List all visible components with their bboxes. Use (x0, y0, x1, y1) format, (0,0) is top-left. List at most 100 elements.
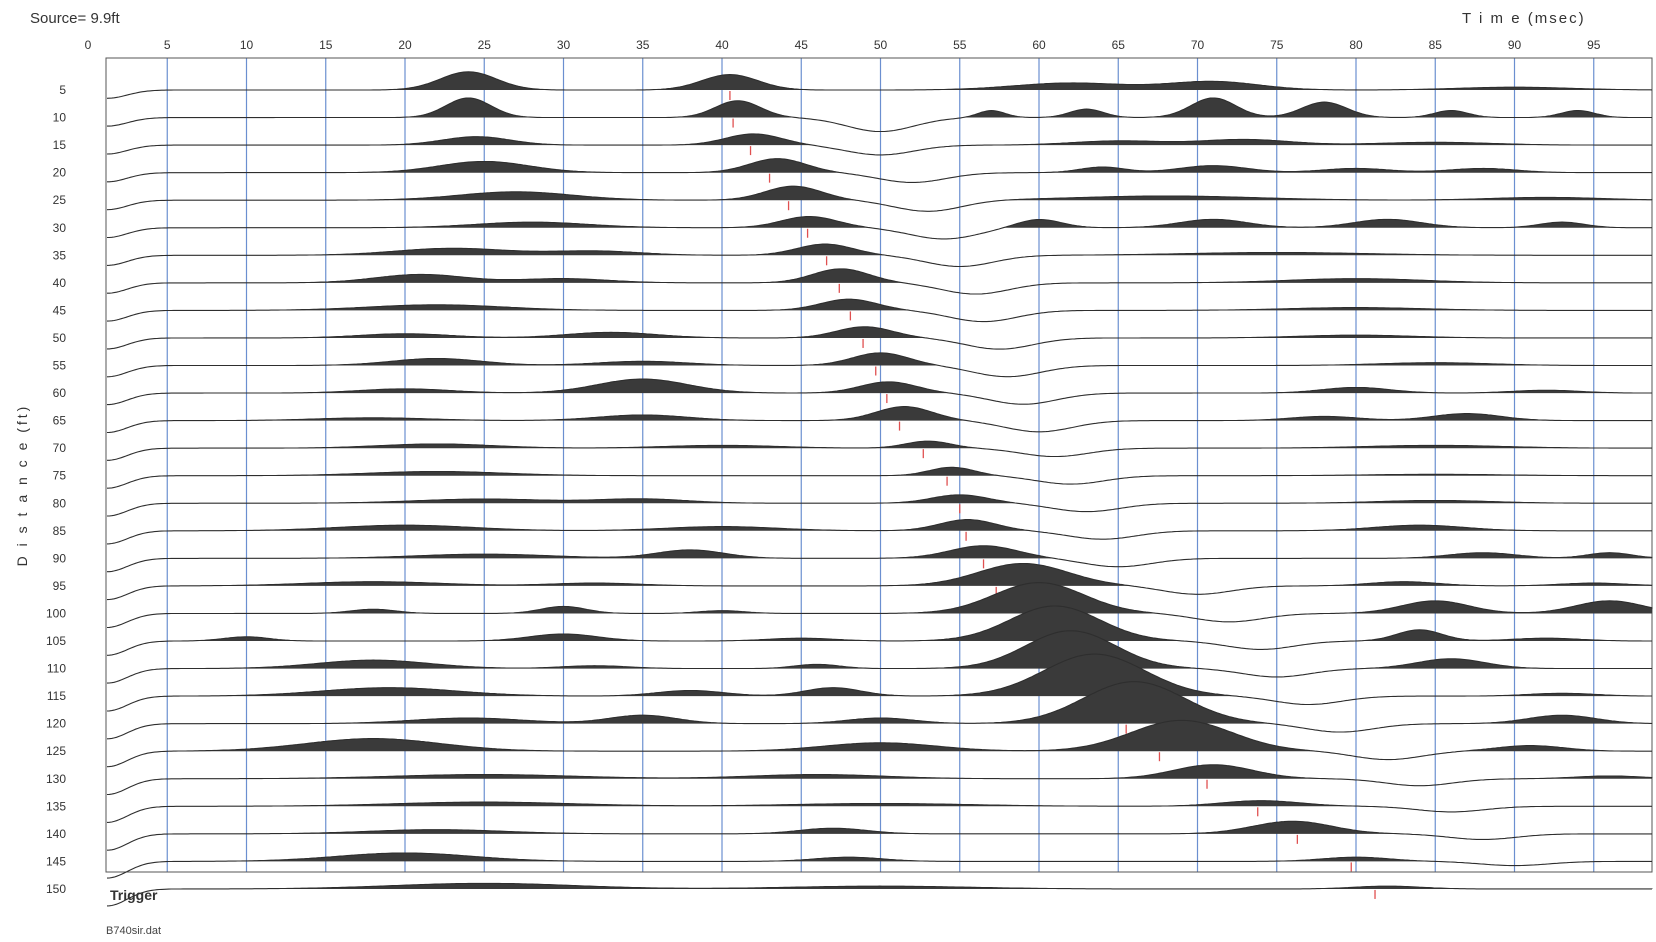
trace-line (106, 185, 1653, 212)
x-tick-label: 25 (478, 38, 492, 52)
trace-fill (107, 244, 1652, 256)
x-tick-label: 35 (636, 38, 650, 52)
x-tick-label: 30 (557, 38, 571, 52)
y-tick-label: 135 (46, 799, 66, 813)
y-tick-label: 115 (47, 689, 66, 703)
trace-line (106, 605, 1652, 656)
y-tick-label: 60 (53, 386, 67, 400)
trace-line (106, 519, 1652, 545)
trace-line (106, 719, 1652, 768)
trace-fill (107, 406, 1652, 421)
x-axis-ticks: 0 5 10 15 20 25 30 35 40 45 50 55 60 65 70 75 80 85 90 95 (85, 38, 1601, 52)
trace-fill (107, 720, 1652, 752)
trace-fill (107, 98, 1652, 118)
x-tick-label: 40 (715, 38, 729, 52)
y-tick-label: 50 (53, 331, 67, 345)
trace-fill (107, 379, 1652, 394)
trace-fill (107, 853, 1652, 862)
trace-line (107, 268, 1652, 295)
y-tick-label: 55 (53, 359, 67, 373)
trace-fill (107, 494, 1652, 504)
source-label: Source= 9.9ft (30, 10, 120, 27)
x-tick-label: 85 (1429, 38, 1443, 52)
trace-fill (107, 441, 1652, 449)
y-tick-label: 120 (46, 717, 66, 731)
trace-fill (107, 158, 1652, 173)
x-tick-label: 70 (1191, 38, 1205, 52)
trace-line (106, 133, 1652, 156)
y-tick-label: 40 (53, 276, 67, 290)
y-tick-label: 145 (46, 854, 66, 868)
trace-line (106, 406, 1652, 434)
trace-line (107, 545, 1653, 573)
x-tick-label: 50 (874, 38, 888, 52)
trace-line (106, 562, 1653, 601)
trace-fill (107, 352, 1652, 366)
trace-line (107, 97, 1652, 133)
y-tick-label: 70 (53, 441, 67, 455)
y-axis-ticks: 5 10 15 20 25 30 35 40 45 50 55 60 65 70 75 80 85 90 95 100… (46, 83, 66, 896)
vertical-grid (166, 58, 1595, 872)
trace-set (106, 71, 1653, 907)
trace-fill (107, 186, 1652, 201)
trace-line (106, 352, 1652, 378)
trace-fill (107, 326, 1652, 338)
x-tick-label: 95 (1587, 38, 1601, 52)
x-tick-label: 10 (240, 38, 254, 52)
trace-line (106, 466, 1652, 489)
x-tick-label: 0 (85, 38, 92, 52)
y-tick-label: 20 (53, 166, 67, 180)
trace-fill (107, 821, 1652, 834)
plot-frame (105, 57, 1653, 873)
trace-line (106, 243, 1652, 268)
trace-line (106, 71, 1653, 99)
x-tick-label: 60 (1032, 38, 1046, 52)
y-tick-label: 25 (53, 193, 67, 207)
y-tick-label: 75 (53, 469, 67, 483)
x-tick-label: 55 (953, 38, 967, 52)
trace-line (106, 820, 1652, 851)
trace-line (106, 681, 1653, 740)
y-tick-label: 15 (53, 138, 67, 152)
trace-line (107, 158, 1652, 183)
y-tick-label: 85 (53, 524, 67, 538)
y-tick-label: 5 (59, 83, 66, 97)
y-tick-label: 140 (46, 827, 66, 841)
y-tick-label: 10 (53, 111, 67, 125)
trace-line (107, 494, 1652, 517)
trace-line (107, 216, 1652, 240)
trace-fill (107, 582, 1652, 614)
trace-line (106, 764, 1653, 796)
y-tick-label: 125 (46, 744, 66, 758)
trace-line (106, 852, 1652, 879)
x-tick-label: 80 (1349, 38, 1363, 52)
trace-line (107, 378, 1652, 406)
y-tick-label: 90 (53, 551, 67, 565)
y-tick-label: 105 (46, 634, 66, 648)
y-tick-label: 45 (53, 303, 67, 317)
trigger-label: Trigger (110, 887, 158, 903)
x-tick-label: 65 (1112, 38, 1126, 52)
trace-fill (107, 467, 1652, 476)
y-tick-label: 35 (53, 248, 67, 262)
x-tick-label: 15 (319, 38, 333, 52)
distance-axis-title: D i s t a n c e (ft) (14, 404, 30, 567)
trace-line (106, 882, 1653, 907)
x-tick-label: 20 (398, 38, 412, 52)
y-tick-label: 100 (46, 606, 66, 620)
x-tick-label: 5 (164, 38, 171, 52)
trace-fill (107, 133, 1652, 146)
trace-fill (107, 681, 1652, 724)
trace-line (107, 326, 1652, 350)
y-tick-label: 130 (46, 772, 66, 786)
x-tick-label: 90 (1508, 38, 1522, 52)
trace-fill (107, 764, 1652, 779)
time-axis-title: T i m e (msec) (1462, 10, 1586, 27)
trace-fill (107, 216, 1652, 228)
trace-fill (107, 545, 1652, 559)
trace-line (106, 800, 1652, 823)
file-name-label: B740sir.dat (106, 925, 161, 937)
y-tick-label: 30 (53, 221, 67, 235)
trace-line (107, 440, 1652, 461)
